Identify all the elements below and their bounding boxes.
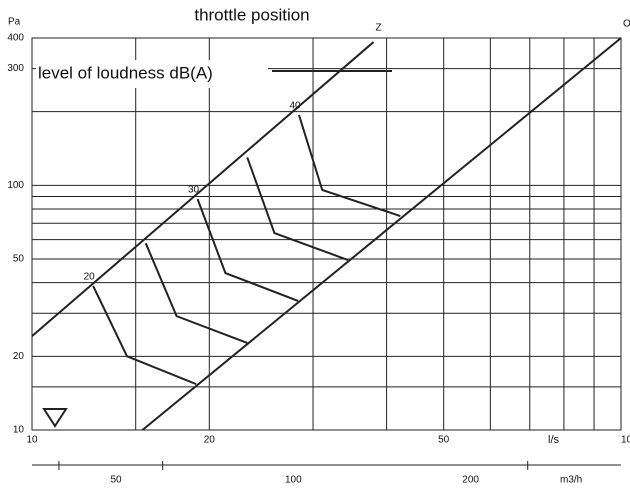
series-label: 30 <box>188 185 200 196</box>
annotation-box <box>36 60 268 88</box>
x-tick-label: 10 <box>26 435 38 446</box>
series-label: O <box>623 19 630 30</box>
y-tick-label: 10 <box>13 425 25 436</box>
y-tick-label: 300 <box>7 63 24 74</box>
x2-tick-label: 100 <box>285 475 302 486</box>
y-tick-label: 50 <box>13 254 25 265</box>
curve <box>141 37 622 431</box>
curve <box>196 198 299 302</box>
x-tick-label: 20 <box>204 435 216 446</box>
y-tick-label: 100 <box>7 180 24 191</box>
triangle-icon <box>42 408 68 428</box>
plot-border <box>31 37 622 431</box>
annotation: level of loudness dB(A) <box>38 63 213 82</box>
y-tick-label: 20 <box>13 351 25 362</box>
curve <box>92 285 197 386</box>
curve <box>246 157 349 261</box>
curve <box>31 41 375 337</box>
series-label: 40 <box>289 101 301 112</box>
series-label: 20 <box>84 272 96 283</box>
x-tick-label: 100 <box>621 435 630 446</box>
y-axis-label: Pa <box>8 17 21 28</box>
series-label: Z <box>375 23 381 34</box>
y-tick-label: 400 <box>7 33 24 44</box>
x2-tick-label: 200 <box>462 475 479 486</box>
x-tick-label: 50 <box>438 435 450 446</box>
curve <box>298 114 401 217</box>
x2-axis-label: m3/h <box>560 475 582 486</box>
curve <box>144 242 248 344</box>
x2-tick-label: 50 <box>110 475 122 486</box>
chart-title: throttle position <box>194 5 309 24</box>
x-axis-label: l/s <box>548 434 560 446</box>
